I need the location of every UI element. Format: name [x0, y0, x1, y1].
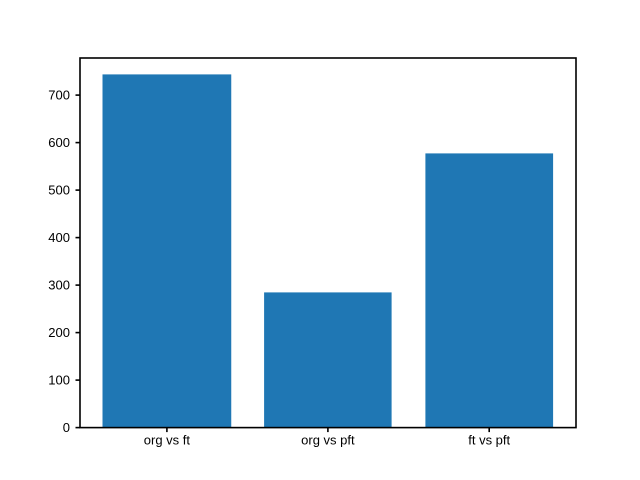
svg-text:500: 500	[48, 182, 70, 197]
svg-text:300: 300	[48, 277, 70, 292]
svg-text:ft vs pft: ft vs pft	[468, 433, 510, 448]
svg-text:200: 200	[48, 325, 70, 340]
svg-text:600: 600	[48, 135, 70, 150]
svg-text:700: 700	[48, 87, 70, 102]
svg-text:0: 0	[63, 420, 70, 435]
svg-text:100: 100	[48, 372, 70, 387]
svg-text:org vs pft: org vs pft	[301, 433, 355, 448]
svg-text:org vs ft: org vs ft	[144, 433, 191, 448]
svg-text:400: 400	[48, 230, 70, 245]
